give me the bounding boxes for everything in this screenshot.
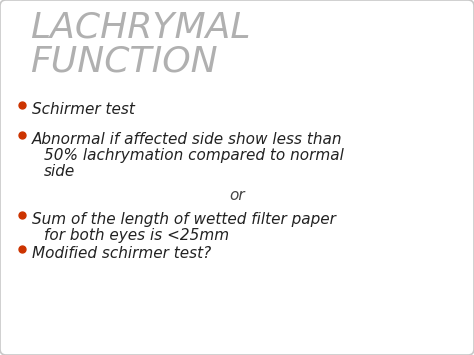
Text: Sum of the length of wetted filter paper: Sum of the length of wetted filter paper (32, 212, 336, 227)
Text: FUNCTION: FUNCTION (30, 45, 218, 79)
Text: 50% lachrymation compared to normal: 50% lachrymation compared to normal (44, 148, 344, 163)
Text: for both eyes is <25mm: for both eyes is <25mm (44, 228, 229, 243)
Text: LACHRYMAL: LACHRYMAL (30, 10, 250, 44)
Text: Abnormal if affected side show less than: Abnormal if affected side show less than (32, 132, 343, 147)
Text: Schirmer test: Schirmer test (32, 102, 135, 117)
Text: Modified schirmer test?: Modified schirmer test? (32, 246, 211, 261)
Text: side: side (44, 164, 75, 179)
Text: or: or (229, 188, 245, 203)
